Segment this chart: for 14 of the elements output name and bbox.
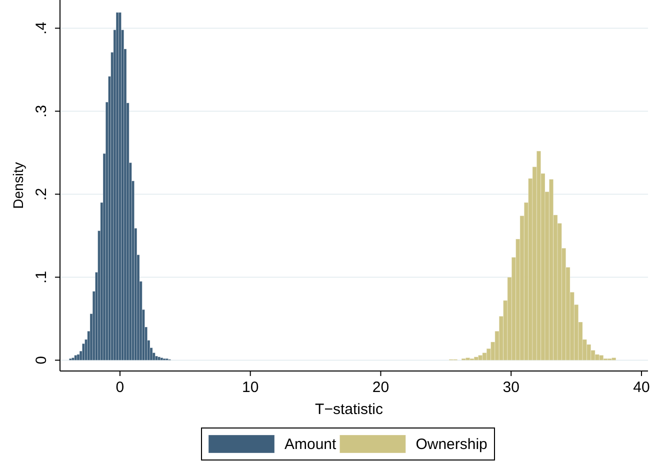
- legend-label: Ownership: [416, 436, 488, 453]
- x-tick-label: 30: [502, 379, 520, 396]
- y-tick-label: .4: [33, 22, 50, 34]
- x-tick-label: 0: [116, 379, 124, 396]
- x-tick-label: 10: [242, 379, 259, 396]
- legend-label: Amount: [284, 436, 338, 453]
- x-tick-label: 40: [633, 379, 650, 396]
- x-axis-title: T−statistic: [315, 401, 384, 418]
- x-tick-label: 20: [372, 379, 390, 396]
- y-tick-label: .1: [33, 270, 50, 284]
- y-axis-title: Density: [10, 162, 26, 209]
- y-tick-label: .3: [33, 104, 50, 118]
- y-tick-label: 0: [33, 356, 50, 364]
- y-tick-label: .2: [33, 188, 50, 200]
